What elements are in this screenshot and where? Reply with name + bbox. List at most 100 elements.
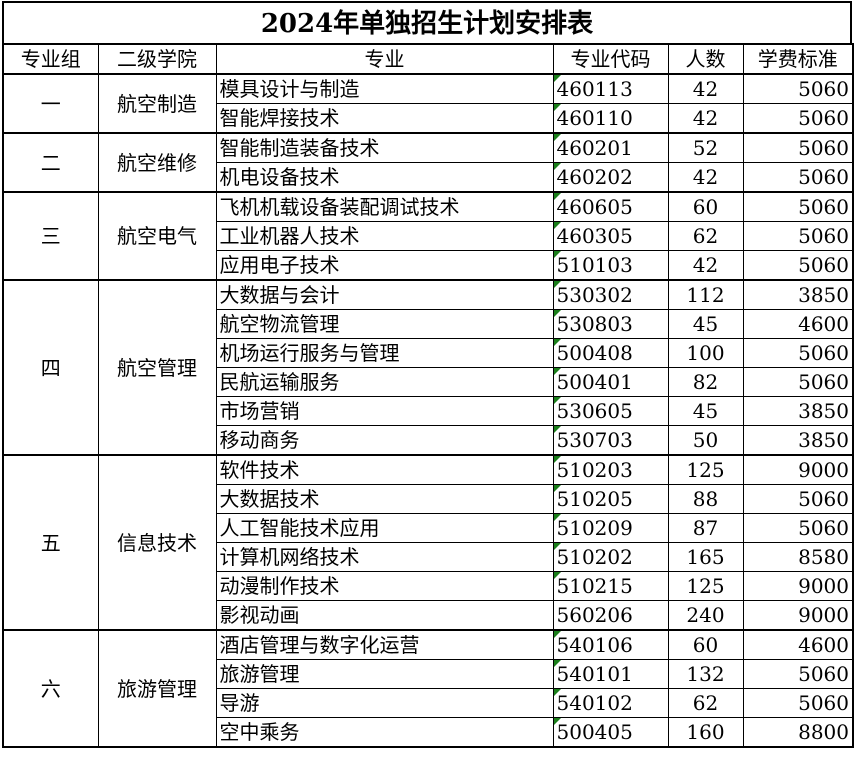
fee-cell[interactable]: 5060 xyxy=(742,162,854,193)
fee-cell[interactable]: 4600 xyxy=(742,629,854,660)
code-cell[interactable]: 460605 xyxy=(552,191,669,222)
sheet-title[interactable]: 2024年单独招生计划安排表 xyxy=(2,1,852,43)
code-cell[interactable]: 530803 xyxy=(552,309,669,339)
count-cell[interactable]: 82 xyxy=(667,367,744,397)
fee-cell[interactable]: 5060 xyxy=(742,688,854,718)
code-cell[interactable]: 530302 xyxy=(552,279,669,310)
major-cell[interactable]: 机电设备技术 xyxy=(215,162,554,193)
count-cell[interactable]: 100 xyxy=(667,338,744,368)
code-cell[interactable]: 540102 xyxy=(552,688,669,718)
fee-cell[interactable]: 9000 xyxy=(742,571,854,601)
count-cell[interactable]: 62 xyxy=(667,688,744,718)
fee-cell[interactable]: 5060 xyxy=(742,221,854,251)
count-cell[interactable]: 112 xyxy=(667,279,744,310)
major-cell[interactable]: 智能焊接技术 xyxy=(215,103,554,134)
fee-cell[interactable]: 8580 xyxy=(742,542,854,572)
code-cell[interactable]: 530605 xyxy=(552,396,669,426)
header-code[interactable]: 专业代码 xyxy=(552,43,669,75)
code-cell[interactable]: 500401 xyxy=(552,367,669,397)
fee-cell[interactable]: 5060 xyxy=(742,484,854,514)
major-cell[interactable]: 民航运输服务 xyxy=(215,367,554,397)
count-cell[interactable]: 60 xyxy=(667,629,744,660)
count-cell[interactable]: 125 xyxy=(667,454,744,485)
count-cell[interactable]: 62 xyxy=(667,221,744,251)
major-cell[interactable]: 人工智能技术应用 xyxy=(215,513,554,543)
code-cell[interactable]: 560206 xyxy=(552,600,669,631)
major-cell[interactable]: 市场营销 xyxy=(215,396,554,426)
fee-cell[interactable]: 8800 xyxy=(742,717,854,748)
major-cell[interactable]: 大数据与会计 xyxy=(215,279,554,310)
code-cell[interactable]: 460110 xyxy=(552,103,669,134)
fee-cell[interactable]: 3850 xyxy=(742,425,854,456)
header-group[interactable]: 专业组 xyxy=(2,43,99,75)
count-cell[interactable]: 165 xyxy=(667,542,744,572)
count-cell[interactable]: 125 xyxy=(667,571,744,601)
major-cell[interactable]: 酒店管理与数字化运营 xyxy=(215,629,554,660)
college-cell[interactable]: 航空电气 xyxy=(97,191,217,281)
group-cell[interactable]: 四 xyxy=(2,279,99,456)
fee-cell[interactable]: 3850 xyxy=(742,279,854,310)
major-cell[interactable]: 动漫制作技术 xyxy=(215,571,554,601)
count-cell[interactable]: 52 xyxy=(667,132,744,163)
count-cell[interactable]: 60 xyxy=(667,191,744,222)
group-cell[interactable]: 六 xyxy=(2,629,99,748)
code-cell[interactable]: 460305 xyxy=(552,221,669,251)
group-cell[interactable]: 五 xyxy=(2,454,99,631)
fee-cell[interactable]: 5060 xyxy=(742,513,854,543)
header-major[interactable]: 专业 xyxy=(215,43,554,75)
major-cell[interactable]: 移动商务 xyxy=(215,425,554,456)
count-cell[interactable]: 132 xyxy=(667,659,744,689)
count-cell[interactable]: 42 xyxy=(667,250,744,281)
major-cell[interactable]: 模具设计与制造 xyxy=(215,73,554,104)
major-cell[interactable]: 旅游管理 xyxy=(215,659,554,689)
code-cell[interactable]: 460202 xyxy=(552,162,669,193)
header-count[interactable]: 人数 xyxy=(667,43,744,75)
group-cell[interactable]: 二 xyxy=(2,132,99,193)
fee-cell[interactable]: 5060 xyxy=(742,132,854,163)
count-cell[interactable]: 160 xyxy=(667,717,744,748)
fee-cell[interactable]: 5060 xyxy=(742,659,854,689)
fee-cell[interactable]: 5060 xyxy=(742,250,854,281)
code-cell[interactable]: 460201 xyxy=(552,132,669,163)
major-cell[interactable]: 机场运行服务与管理 xyxy=(215,338,554,368)
code-cell[interactable]: 540101 xyxy=(552,659,669,689)
fee-cell[interactable]: 5060 xyxy=(742,367,854,397)
fee-cell[interactable]: 3850 xyxy=(742,396,854,426)
count-cell[interactable]: 240 xyxy=(667,600,744,631)
fee-cell[interactable]: 4600 xyxy=(742,309,854,339)
code-cell[interactable]: 510215 xyxy=(552,571,669,601)
count-cell[interactable]: 45 xyxy=(667,396,744,426)
code-cell[interactable]: 510202 xyxy=(552,542,669,572)
count-cell[interactable]: 42 xyxy=(667,103,744,134)
fee-cell[interactable]: 9000 xyxy=(742,454,854,485)
major-cell[interactable]: 影视动画 xyxy=(215,600,554,631)
fee-cell[interactable]: 5060 xyxy=(742,191,854,222)
college-cell[interactable]: 航空维修 xyxy=(97,132,217,193)
fee-cell[interactable]: 9000 xyxy=(742,600,854,631)
major-cell[interactable]: 应用电子技术 xyxy=(215,250,554,281)
count-cell[interactable]: 50 xyxy=(667,425,744,456)
code-cell[interactable]: 510203 xyxy=(552,454,669,485)
header-fee[interactable]: 学费标准 xyxy=(742,43,854,75)
count-cell[interactable]: 42 xyxy=(667,73,744,104)
major-cell[interactable]: 工业机器人技术 xyxy=(215,221,554,251)
group-cell[interactable]: 一 xyxy=(2,73,99,134)
college-cell[interactable]: 航空制造 xyxy=(97,73,217,134)
count-cell[interactable]: 42 xyxy=(667,162,744,193)
major-cell[interactable]: 航空物流管理 xyxy=(215,309,554,339)
code-cell[interactable]: 460113 xyxy=(552,73,669,104)
major-cell[interactable]: 飞机机载设备装配调试技术 xyxy=(215,191,554,222)
count-cell[interactable]: 45 xyxy=(667,309,744,339)
code-cell[interactable]: 510103 xyxy=(552,250,669,281)
code-cell[interactable]: 510205 xyxy=(552,484,669,514)
college-cell[interactable]: 旅游管理 xyxy=(97,629,217,748)
major-cell[interactable]: 导游 xyxy=(215,688,554,718)
code-cell[interactable]: 530703 xyxy=(552,425,669,456)
code-cell[interactable]: 510209 xyxy=(552,513,669,543)
code-cell[interactable]: 500405 xyxy=(552,717,669,748)
fee-cell[interactable]: 5060 xyxy=(742,73,854,104)
group-cell[interactable]: 三 xyxy=(2,191,99,281)
fee-cell[interactable]: 5060 xyxy=(742,338,854,368)
major-cell[interactable]: 智能制造装备技术 xyxy=(215,132,554,163)
fee-cell[interactable]: 5060 xyxy=(742,103,854,134)
